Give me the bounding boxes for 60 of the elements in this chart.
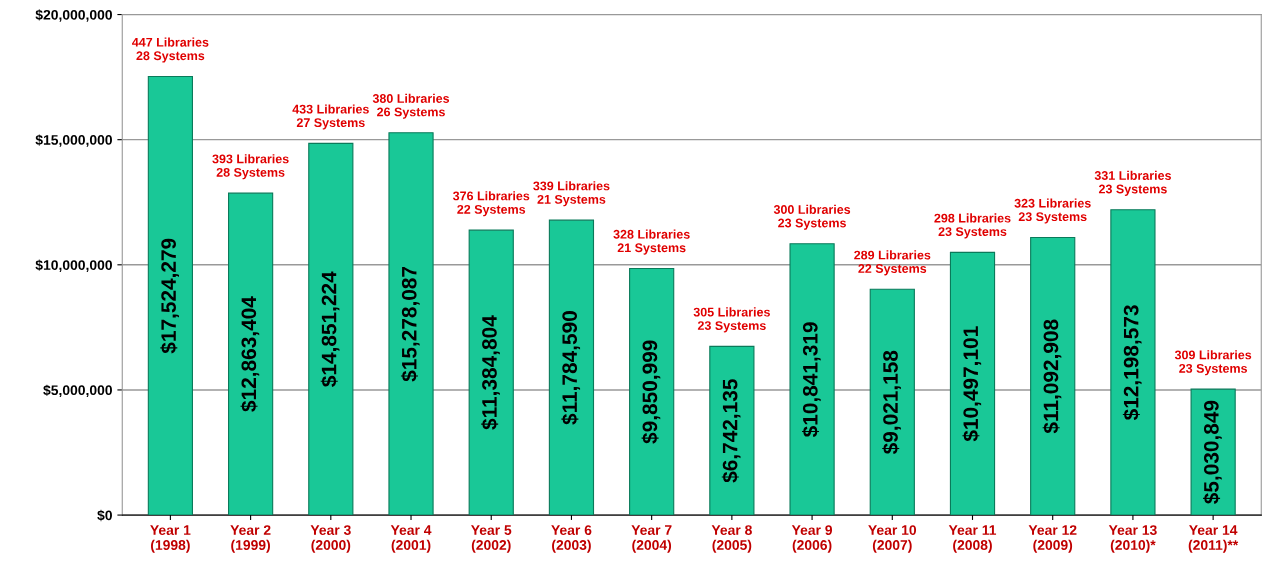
bar [147, 75, 194, 516]
data-label: $11,784,590 [561, 311, 581, 425]
data-label: $12,198,573 [1122, 305, 1142, 421]
data-label: $9,021,158 [882, 350, 901, 455]
annotation: 376 Libraries 22 Systems [452, 191, 530, 217]
x-tick-label: Year 14 (2011)** [1188, 525, 1239, 553]
annotation: 305 Libraries 23 Systems [693, 307, 770, 333]
bar [789, 243, 835, 516]
data-label: $12,863,404 [240, 296, 260, 412]
annotation: 298 Libraries 23 Systems [934, 213, 1011, 239]
bar [629, 267, 675, 516]
bar [949, 251, 996, 516]
annotation: 328 Libraries 21 Systems [613, 229, 690, 255]
x-tick-label: Year 7 (2004) [631, 525, 672, 553]
x-tick-label: Year 10 (2007) [868, 525, 917, 553]
data-label: $11,384,804 [481, 315, 500, 430]
annotation: 300 Libraries 23 Systems [773, 204, 851, 230]
x-tick-label: Year 6 (2003) [551, 525, 592, 553]
x-tick-label: Year 12 (2009) [1028, 525, 1077, 553]
data-label: $10,497,101 [962, 326, 982, 442]
annotation: 331 Libraries 23 Systems [1094, 170, 1171, 196]
x-tick-label: Year 8 (2005) [711, 525, 752, 553]
y-tick-label: $0 [97, 509, 112, 522]
data-label: $15,278,087 [400, 266, 420, 382]
bar [468, 229, 514, 516]
bar [869, 288, 915, 516]
x-tick-label: Year 9 (2006) [791, 525, 833, 553]
x-tick-label: Year 4 (2001) [390, 525, 432, 553]
bar [1030, 236, 1076, 516]
annotation: 289 Libraries 22 Systems [854, 250, 931, 276]
x-tick-label: Year 1 (1998) [150, 525, 191, 553]
annotation: 433 Libraries 27 Systems [292, 104, 369, 130]
y-tick-label: $20,000,000 [35, 9, 112, 22]
x-tick-label: Year 5 (2002) [471, 525, 512, 553]
data-label: $9,850,999 [641, 340, 661, 444]
annotation: 447 Libraries 28 Systems [132, 37, 209, 63]
x-tick-label: Year 13 (2010)* [1108, 525, 1157, 553]
annotation: 380 Libraries 26 Systems [372, 93, 450, 119]
data-label: $10,841,319 [802, 322, 821, 438]
x-tick-label: Year 3 (2000) [310, 525, 351, 553]
bar [1110, 209, 1156, 516]
x-tick-label: Year 11 (2008) [948, 525, 997, 553]
data-label: $17,524,279 [160, 238, 179, 354]
data-label: $11,092,908 [1042, 319, 1062, 434]
annotation: 393 Libraries 28 Systems [212, 154, 289, 180]
annotation: 309 Libraries 23 Systems [1174, 350, 1252, 376]
data-label: $5,030,849 [1203, 400, 1222, 504]
data-label: $6,742,135 [721, 379, 741, 483]
bar [709, 345, 755, 516]
annotation: 339 Libraries 21 Systems [533, 181, 610, 207]
x-tick-label: Year 2 (1999) [230, 525, 271, 553]
data-label: $14,851,224 [320, 271, 340, 387]
y-tick-label: $10,000,000 [35, 259, 112, 272]
annotation: 323 Libraries 23 Systems [1014, 198, 1091, 224]
bar [227, 192, 274, 516]
bar [388, 132, 434, 516]
bar [308, 142, 354, 516]
y-tick-label: $5,000,000 [43, 384, 112, 398]
y-tick-label: $15,000,000 [35, 134, 112, 147]
bar [548, 219, 595, 516]
